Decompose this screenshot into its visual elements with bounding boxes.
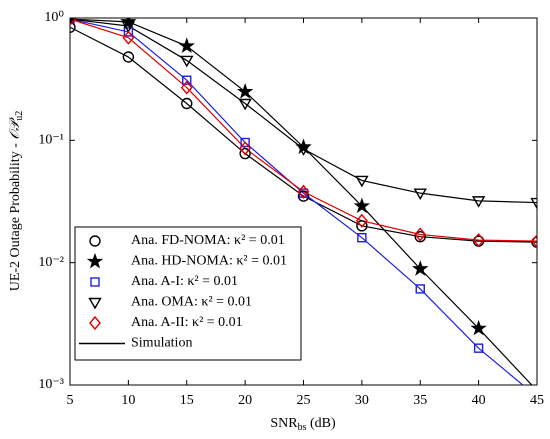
marker [89, 235, 101, 247]
plot-area [70, 18, 537, 385]
marker [238, 98, 252, 111]
legend-label: Ana. A-II: κ² = 0.01 [131, 315, 243, 330]
marker [86, 252, 104, 269]
marker [88, 297, 102, 310]
marker [531, 234, 537, 249]
marker [122, 30, 135, 45]
marker [473, 343, 484, 353]
marker [355, 213, 368, 228]
marker [414, 231, 426, 243]
x-tick-label: 20 [238, 393, 252, 408]
legend-label: Ana. OMA: κ² = 0.01 [131, 295, 252, 310]
y-label-main: UE-2 Outage Probability - [8, 140, 23, 292]
legend: Ana. FD-NOMA: κ² = 0.01 Ana. HD-NOMA: κ² … [74, 226, 302, 361]
legend-label: Ana. HD-NOMA: κ² = 0.01 [131, 254, 287, 269]
x-label-unit: (dB) [306, 416, 336, 431]
marker [236, 83, 254, 99]
marker [70, 21, 76, 33]
marker [182, 75, 192, 85]
x-label-main: SNR [270, 416, 298, 431]
marker [90, 277, 100, 287]
y-tick-label: 10⁻¹ [38, 133, 64, 148]
marker [181, 97, 193, 110]
marker [178, 37, 195, 54]
marker [89, 315, 101, 331]
marker [355, 175, 369, 188]
x-tick-label: 25 [297, 393, 311, 408]
marker [180, 55, 194, 68]
marker [353, 197, 371, 214]
series-line [70, 26, 537, 243]
y-label-sym: 𝒪𝒫 [8, 117, 23, 140]
marker [530, 197, 537, 210]
x-tick-label: 5 [67, 393, 74, 408]
marker [356, 220, 368, 232]
x-tick-label: 45 [530, 393, 544, 408]
legend-label: Simulation [131, 336, 192, 351]
legend-box [74, 226, 302, 361]
marker [297, 184, 310, 199]
marker [297, 190, 310, 202]
y-axis-label: UE-2 Outage Probability - 𝒪𝒫u2 [8, 111, 25, 292]
legend-label: Ana. FD-NOMA: κ² = 0.01 [131, 233, 285, 248]
legend-label: Ana. A-I: κ² = 0.01 [131, 274, 238, 289]
x-tick-label: 35 [413, 393, 427, 408]
marker [296, 144, 311, 156]
marker [471, 196, 486, 208]
series-line [70, 18, 524, 385]
x-tick-label: 30 [355, 393, 369, 408]
marker [123, 27, 134, 37]
marker [414, 227, 427, 242]
y-tick-label: 10⁰ [44, 10, 64, 25]
y-label-sub: u2 [14, 111, 25, 121]
marker [470, 319, 487, 336]
marker [239, 147, 251, 160]
marker [180, 80, 193, 95]
x-tick-label: 40 [472, 393, 486, 408]
marker [70, 18, 75, 26]
marker [240, 137, 250, 148]
marker [415, 284, 425, 294]
y-tick-label: 10⁻³ [38, 377, 64, 392]
y-tick-label: 10⁻² [38, 255, 64, 270]
marker [122, 51, 135, 63]
x-label-sub: bs [298, 422, 307, 433]
x-tick-label: 15 [180, 393, 194, 408]
marker [239, 141, 252, 156]
marker [70, 18, 75, 24]
marker [413, 188, 427, 201]
marker [357, 232, 367, 243]
marker [472, 232, 485, 248]
x-axis-label: SNRbs (dB) [270, 416, 336, 433]
marker [412, 260, 429, 276]
x-tick-label: 10 [121, 393, 135, 408]
